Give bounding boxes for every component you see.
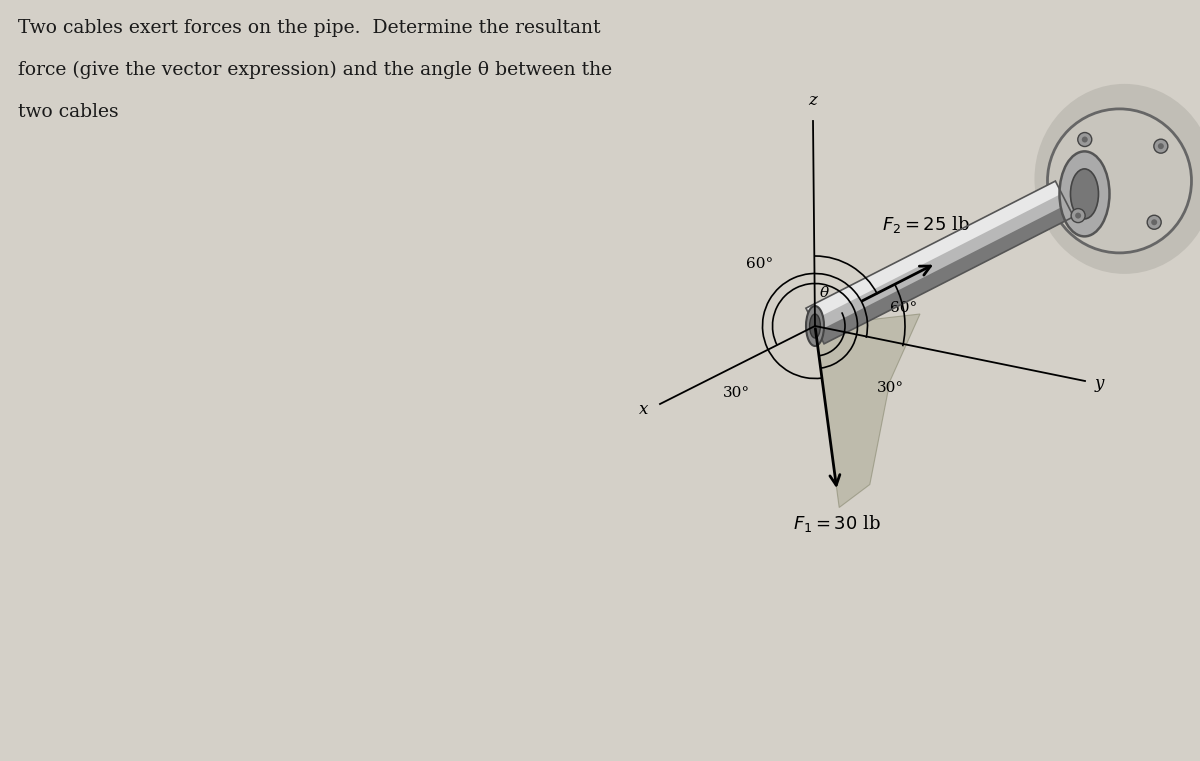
Text: 60°: 60°: [746, 257, 774, 271]
Text: Two cables exert forces on the pipe.  Determine the resultant: Two cables exert forces on the pipe. Det…: [18, 19, 600, 37]
Text: $F_2 = 25$ lb: $F_2 = 25$ lb: [882, 215, 970, 235]
Text: x: x: [638, 400, 648, 418]
Text: force (give the vector expression) and the angle θ between the: force (give the vector expression) and t…: [18, 61, 612, 79]
Circle shape: [1078, 132, 1092, 147]
Circle shape: [1075, 212, 1081, 218]
Ellipse shape: [1070, 169, 1098, 219]
Ellipse shape: [810, 314, 821, 338]
Circle shape: [1151, 219, 1157, 225]
Circle shape: [1048, 109, 1192, 253]
Circle shape: [1072, 209, 1085, 223]
Polygon shape: [815, 199, 1074, 344]
Text: z: z: [809, 92, 817, 109]
Polygon shape: [812, 193, 1067, 331]
Ellipse shape: [1060, 151, 1110, 237]
Text: 30°: 30°: [877, 381, 904, 395]
Circle shape: [1081, 136, 1087, 142]
Ellipse shape: [1034, 84, 1200, 274]
Text: y: y: [1096, 374, 1104, 391]
Ellipse shape: [806, 306, 824, 346]
Polygon shape: [806, 181, 1064, 326]
Circle shape: [1147, 215, 1162, 229]
Text: $F_1 = 30$ lb: $F_1 = 30$ lb: [793, 513, 881, 534]
Text: θ: θ: [820, 286, 829, 300]
Text: 60°: 60°: [890, 301, 917, 315]
Polygon shape: [815, 314, 920, 508]
Circle shape: [1158, 143, 1164, 149]
Text: 30°: 30°: [722, 386, 750, 400]
Text: two cables: two cables: [18, 103, 119, 121]
Circle shape: [1154, 139, 1168, 153]
